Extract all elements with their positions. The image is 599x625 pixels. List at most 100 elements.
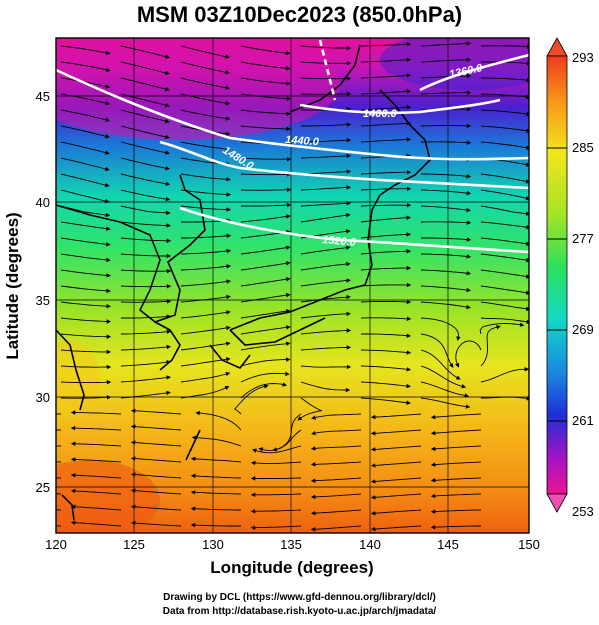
- streamline-157: [360, 349, 412, 355]
- streamline-104: [60, 253, 111, 263]
- streamline-66: [180, 173, 231, 182]
- streamline-1: [120, 45, 170, 59]
- streamline-196: [258, 429, 302, 452]
- streamline-173: [360, 381, 412, 389]
- wind-streamlines: [56, 41, 529, 532]
- streamline-74: [180, 189, 232, 197]
- streamline-215: [430, 461, 482, 467]
- cold-patch-east: [380, 38, 529, 90]
- streamline-70: [421, 173, 472, 179]
- streamline-53: [360, 137, 412, 143]
- streamline-187: [234, 384, 269, 415]
- streamline-13: [360, 57, 412, 63]
- streamline-123: [240, 277, 291, 287]
- streamline-98: [181, 233, 232, 239]
- streamline-106: [180, 248, 232, 255]
- streamline-111: [480, 253, 529, 263]
- streamline-209: [70, 457, 122, 463]
- streamline-124: [300, 278, 351, 287]
- streamline-109: [360, 249, 412, 255]
- streamline-217: [70, 472, 122, 479]
- streamline-25: [120, 93, 170, 108]
- streamline-8: [60, 61, 111, 72]
- streamline-10: [180, 61, 231, 75]
- streamline-134: [420, 301, 471, 310]
- streamline-3: [240, 45, 291, 56]
- streamline-122: [180, 279, 232, 287]
- streamline-114: [180, 264, 232, 271]
- streamline-190: [370, 413, 422, 420]
- contour-1360: [419, 53, 529, 92]
- streamline-30: [420, 90, 472, 95]
- streamline-212: [250, 460, 302, 466]
- streamline-225: [70, 488, 122, 495]
- colorbar-tick-293: 293: [572, 50, 594, 65]
- streamline-117: [360, 265, 412, 271]
- streamline-221: [310, 477, 362, 483]
- streamline-47: [480, 125, 529, 133]
- streamline-240: [56, 525, 62, 527]
- streamline-162: [180, 357, 231, 367]
- streamline-52: [300, 137, 352, 143]
- streamline-133: [360, 299, 412, 305]
- streamline-246: [370, 525, 422, 532]
- streamline-97: [120, 237, 172, 244]
- y-tick-25: 25: [36, 480, 50, 495]
- x-tick-140: 140: [359, 537, 381, 552]
- streamline-80: [60, 205, 111, 218]
- streamline-186: [130, 408, 182, 415]
- streamline-222: [370, 477, 422, 484]
- colorbar-tick-277: 277: [572, 231, 594, 246]
- streamline-131: [240, 292, 291, 303]
- streamline-239: [430, 509, 482, 514]
- streamline-247: [430, 524, 481, 530]
- streamline-108: [300, 245, 351, 255]
- streamline-197: [310, 429, 362, 436]
- streamline-207: [430, 445, 482, 452]
- streamline-150: [420, 333, 454, 369]
- x-tick-150: 150: [518, 537, 540, 552]
- colorbar-tick-269: 269: [572, 322, 594, 337]
- streamline-210: [130, 456, 182, 463]
- streamline-159: [455, 340, 482, 368]
- grid-lines: [56, 38, 529, 533]
- streamline-136: [60, 317, 112, 324]
- streamline-71: [480, 173, 529, 184]
- streamline-156: [300, 345, 352, 351]
- streamline-87: [480, 205, 529, 216]
- streamline-227: [190, 490, 242, 495]
- streamline-163: [240, 357, 291, 367]
- streamline-119: [480, 269, 529, 279]
- streamline-23: [481, 77, 529, 83]
- streamline-193: [70, 425, 122, 431]
- streamline-95: [480, 221, 529, 230]
- x-tick-125: 125: [123, 537, 145, 552]
- contour-label-1520: 1520.0: [322, 234, 357, 249]
- contour-1440: [56, 68, 529, 161]
- streamline-245: [310, 525, 362, 532]
- y-tick-45: 45: [36, 89, 50, 104]
- streamline-226: [130, 488, 182, 495]
- streamline-56: [60, 157, 110, 172]
- streamline-85: [360, 203, 412, 208]
- streamline-45: [360, 121, 412, 127]
- contour-1400: [299, 98, 501, 115]
- streamline-149: [361, 333, 412, 338]
- streamline-220: [250, 476, 302, 481]
- streamline-94: [420, 220, 472, 225]
- streamline-184: [56, 413, 61, 415]
- streamline-126: [420, 285, 472, 293]
- streamline-238: [370, 509, 422, 516]
- streamline-244: [250, 525, 302, 530]
- streamline-57: [120, 157, 171, 171]
- streamline-143: [480, 317, 529, 324]
- x-tick-135: 135: [280, 537, 302, 552]
- streamline-237: [310, 509, 362, 516]
- streamline-116: [300, 261, 351, 271]
- streamline-93: [360, 215, 412, 223]
- streamline-91: [240, 214, 291, 223]
- streamline-175: [480, 367, 529, 383]
- streamline-211: [190, 456, 242, 463]
- footer-credit-data: Data from http://database.rish.kyoto-u.a…: [162, 606, 437, 617]
- streamline-232: [56, 509, 62, 511]
